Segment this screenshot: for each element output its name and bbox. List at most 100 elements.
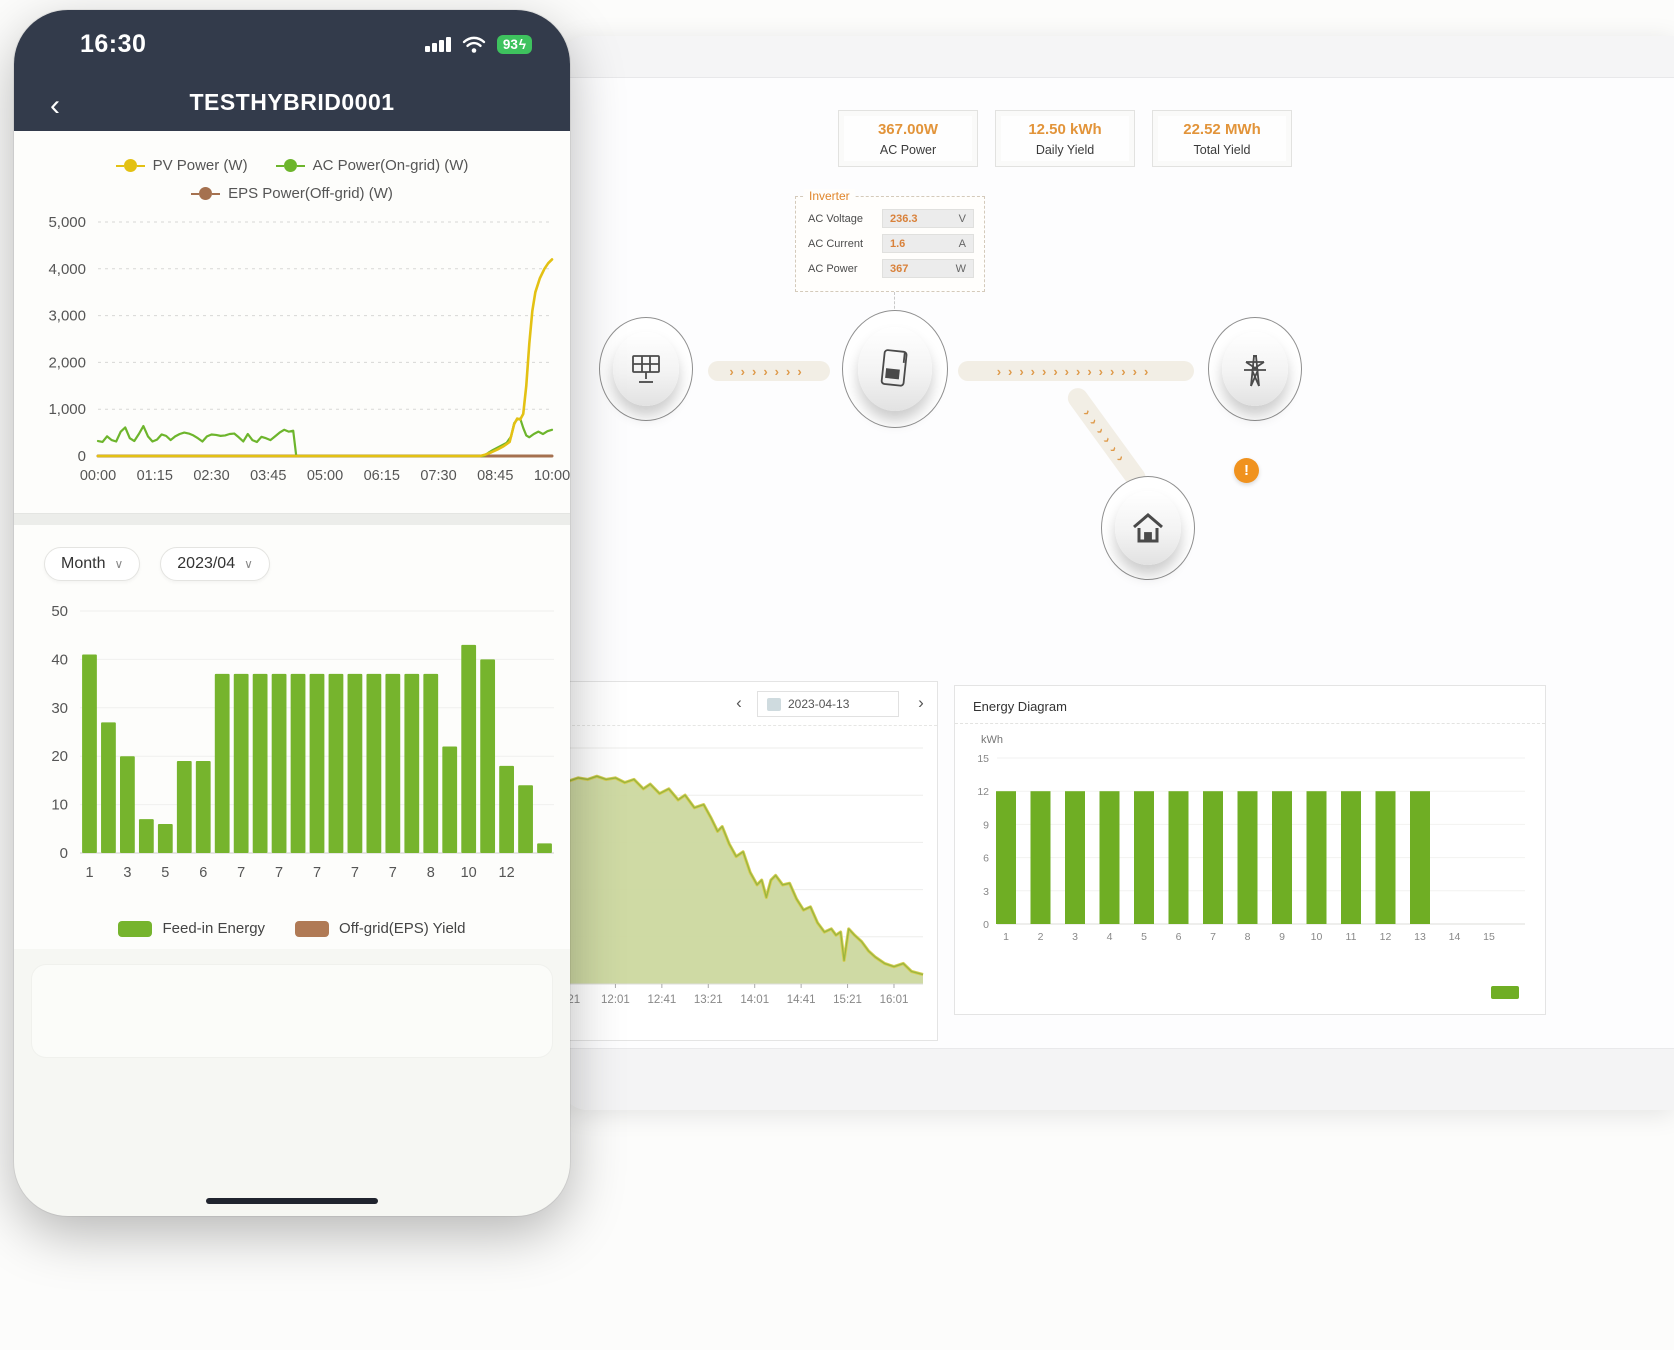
svg-text:15: 15 <box>977 753 989 765</box>
ac-voltage-field: 236.3 V <box>882 209 974 228</box>
inverter-row-power: AC Power 367 W <box>808 259 974 278</box>
svg-text:05:00: 05:00 <box>307 468 343 484</box>
svg-text:10:00: 10:00 <box>534 468 570 484</box>
svg-text:7: 7 <box>1210 931 1216 943</box>
svg-text:15: 15 <box>1483 931 1495 943</box>
ac-current-value: 1.6 <box>890 237 906 250</box>
off-grid-swatch <box>295 920 330 937</box>
stat-card-total-yield: 22.52 MWh Total Yield <box>1152 110 1292 167</box>
svg-text:7: 7 <box>389 865 397 881</box>
node-inverter[interactable] <box>842 310 948 428</box>
ac-current-label: AC Current <box>808 237 864 250</box>
svg-text:5: 5 <box>1141 931 1147 943</box>
daily-curve-panel: ‹ 2023-04-13 › 1:2112:0112:4113:2114:011… <box>558 681 938 1041</box>
svg-text:6: 6 <box>983 853 989 865</box>
prev-day-button[interactable]: ‹ <box>736 693 742 712</box>
home-indicator[interactable] <box>206 1198 378 1204</box>
ac-voltage-unit: V <box>958 212 966 225</box>
legend-item-ac-power[interactable]: AC Power(On-grid) (W) <box>275 157 468 174</box>
svg-text:03:45: 03:45 <box>250 468 286 484</box>
status-bar: 16:30 93 ϟ <box>14 10 570 59</box>
inverter-icon <box>857 327 933 411</box>
total-yield-value: 22.52 MWh <box>1183 120 1261 138</box>
svg-text:11: 11 <box>1346 931 1357 943</box>
date-navigation: ‹ 2023-04-13 › <box>567 682 937 726</box>
legend-item-pv-power[interactable]: PV Power (W) <box>115 157 248 174</box>
battery-bolt-icon: ϟ <box>518 37 526 52</box>
svg-text:06:15: 06:15 <box>364 468 400 484</box>
chart-filters: Month ∨ 2023/04 ∨ <box>44 547 570 581</box>
date-value: 2023-04-13 <box>788 697 850 711</box>
ac-voltage-label: AC Voltage <box>808 212 864 225</box>
svg-text:7: 7 <box>275 865 283 881</box>
dashboard-window: 367.00W AC Power 12.50 kWh Daily Yield 2… <box>558 36 1674 1110</box>
node-home[interactable] <box>1101 476 1195 580</box>
legend-item-eps-power[interactable]: EPS Power(Off-grid) (W) <box>191 185 393 202</box>
svg-text:50: 50 <box>51 603 68 620</box>
ac-voltage-value: 236.3 <box>890 212 918 225</box>
period-dropdown[interactable]: Month ∨ <box>44 547 141 581</box>
svg-text:01:15: 01:15 <box>137 468 173 484</box>
svg-text:13: 13 <box>1414 931 1426 943</box>
period-value: Month <box>61 555 106 572</box>
energy-panel-divider <box>955 723 1545 724</box>
line-chart-legend: PV Power (W) AC Power(On-grid) (W) EPS P… <box>72 157 512 202</box>
svg-text:12:41: 12:41 <box>647 994 676 1006</box>
svg-text:8: 8 <box>1245 931 1251 943</box>
svg-text:3: 3 <box>123 865 131 881</box>
ac-power-row-label: AC Power <box>808 262 858 275</box>
monthly-yield-bar-chart: 0 10 20 30 40 50 1 3 5 6 7 7 7 7 7 8 10 12 <box>51 603 554 881</box>
ac-current-unit: A <box>958 237 966 250</box>
back-button[interactable]: ‹ <box>50 89 60 122</box>
svg-text:07:30: 07:30 <box>420 468 456 484</box>
svg-text:3,000: 3,000 <box>48 308 86 325</box>
svg-text:00:00: 00:00 <box>80 468 116 484</box>
svg-text:7: 7 <box>351 865 359 881</box>
chevron-down-icon: ∨ <box>114 557 124 571</box>
legend-item-off-grid[interactable]: Off-grid(EPS) Yield <box>295 920 466 937</box>
date-picker[interactable]: 2023-04-13 <box>757 691 899 717</box>
stat-cards: 367.00W AC Power 12.50 kWh Daily Yield 2… <box>838 110 1292 167</box>
svg-text:7: 7 <box>313 865 321 881</box>
svg-text:02:30: 02:30 <box>193 468 229 484</box>
node-solar-panel[interactable] <box>599 317 693 421</box>
svg-text:1: 1 <box>1003 931 1009 943</box>
month-dropdown[interactable]: 2023/04 ∨ <box>160 547 270 581</box>
ac-power-field: 367 W <box>882 259 974 278</box>
svg-text:40: 40 <box>51 651 68 668</box>
battery-percent: 93 <box>502 37 518 52</box>
svg-text:6: 6 <box>199 865 207 881</box>
ac-current-field: 1.6 A <box>882 234 974 253</box>
window-footer <box>560 1048 1674 1110</box>
svg-text:30: 30 <box>51 700 68 717</box>
next-day-button[interactable]: › <box>918 693 924 712</box>
inverter-row-current: AC Current 1.6 A <box>808 234 974 253</box>
svg-text:5: 5 <box>161 865 169 881</box>
alarm-badge[interactable]: ! <box>1234 458 1259 483</box>
svg-text:13:21: 13:21 <box>694 994 723 1006</box>
svg-text:4: 4 <box>1107 931 1113 943</box>
svg-text:5,000: 5,000 <box>48 214 86 231</box>
svg-text:0: 0 <box>60 845 68 862</box>
empty-card <box>32 965 552 1057</box>
bar-chart-legend: Feed-in Energy Off-grid(EPS) Yield <box>14 920 570 937</box>
svg-text:12: 12 <box>977 786 989 798</box>
legend-item-feed-in[interactable]: Feed-in Energy <box>118 920 265 937</box>
node-grid-tower[interactable] <box>1208 317 1302 421</box>
phone-header: 16:30 93 ϟ ‹ TESTHYBRID0001 <box>14 10 570 131</box>
total-yield-label: Total Yield <box>1193 142 1251 157</box>
svg-text:14:01: 14:01 <box>740 994 769 1006</box>
svg-text:20: 20 <box>51 748 68 765</box>
svg-text:12: 12 <box>499 865 515 881</box>
svg-text:6: 6 <box>1176 931 1182 943</box>
feed-in-label: Feed-in Energy <box>162 920 266 937</box>
svg-text:12:01: 12:01 <box>601 994 630 1006</box>
svg-text:4,000: 4,000 <box>48 261 86 278</box>
chevron-down-icon: ∨ <box>244 557 253 571</box>
svg-text:3: 3 <box>983 886 989 898</box>
svg-text:3: 3 <box>1072 931 1078 943</box>
svg-text:0: 0 <box>983 919 989 931</box>
svg-text:2: 2 <box>1038 931 1044 943</box>
inverter-row-voltage: AC Voltage 236.3 V <box>808 209 974 228</box>
